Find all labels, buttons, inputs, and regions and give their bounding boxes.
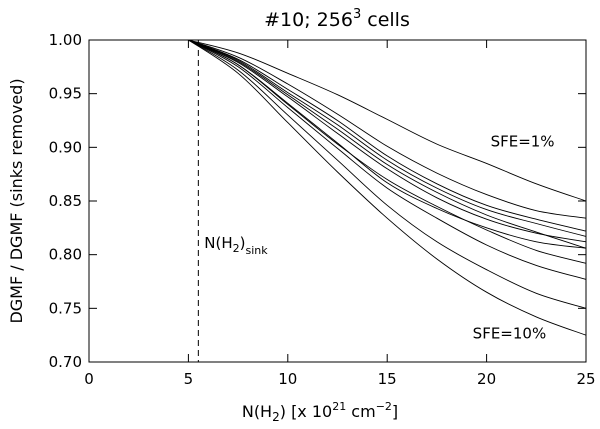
series-line-6: [188, 39, 587, 243]
series-line-8: [188, 39, 587, 264]
series-line-11: [188, 39, 587, 336]
y-tick-label: 0.85: [49, 192, 82, 210]
y-tick-label: 0.80: [49, 246, 82, 264]
series-line-9: [188, 39, 587, 280]
sfe-10-percent-label: SFE=10%: [473, 324, 547, 342]
series-line-5: [188, 39, 587, 249]
series-line-3: [188, 39, 587, 232]
y-axis-label: DGMF / DGMF (sinks removed): [7, 78, 26, 323]
x-tick-label: 0: [84, 370, 94, 388]
x-tick-label: 10: [278, 370, 297, 388]
y-tick-label: 0.70: [49, 353, 82, 371]
x-tick-label: 5: [184, 370, 194, 388]
y-ticks: 0.70 0.75 0.80 0.85 0.90 0.95 1.00: [49, 31, 586, 371]
y-tick-label: 0.75: [49, 299, 82, 317]
sfe-1-percent-label: SFE=1%: [491, 132, 555, 150]
series-line-1: [188, 39, 587, 202]
x-tick-label: 15: [378, 370, 397, 388]
y-tick-label: 1.00: [49, 31, 82, 49]
series-line-10: [188, 39, 587, 309]
x-tick-label: 20: [477, 370, 496, 388]
x-tick-label: 25: [576, 370, 595, 388]
series-line-2: [188, 39, 587, 219]
x-axis-label: N(H2) [x 1021 cm−2]: [242, 400, 398, 424]
sink-annotation: N(H2)sink: [204, 234, 268, 257]
chart-title: #10; 2563 cells: [264, 7, 410, 31]
series-layer: [188, 39, 587, 336]
x-ticks: 0 5 10 15 20 25: [84, 40, 596, 388]
plot-frame: [88, 39, 587, 363]
y-tick-label: 0.95: [49, 85, 82, 103]
y-tick-label: 0.90: [49, 138, 82, 156]
series-line-4: [188, 39, 587, 237]
